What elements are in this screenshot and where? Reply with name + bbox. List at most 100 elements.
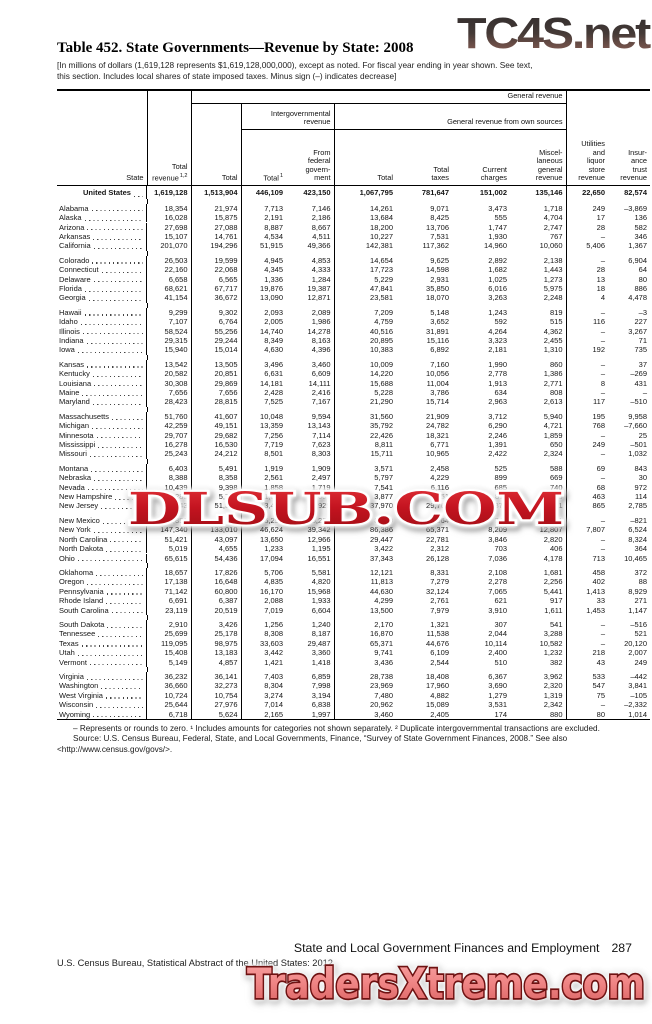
value-cell: 37,970 <box>370 501 393 511</box>
value-cell: 21,290 <box>370 397 393 407</box>
value-cell: 2,165 <box>264 709 283 719</box>
value-cell: 4 <box>600 293 606 303</box>
state-label: Washington <box>57 681 147 691</box>
value-cell: 10,965 <box>426 449 449 459</box>
value-cell: 29,244 <box>191 335 242 346</box>
value-cell: 4,229 <box>430 473 449 483</box>
value-cell: – <box>600 515 606 525</box>
value-cell: 36,672 <box>191 293 242 303</box>
dot-leader <box>88 300 143 302</box>
value-cell: 25,699 <box>147 629 192 639</box>
value-cell: 8,331 <box>430 567 449 577</box>
dot-leader <box>94 385 143 387</box>
value-cell: – <box>600 388 606 397</box>
state-label: Wyoming <box>57 709 147 719</box>
value-cell: 843 <box>634 463 648 473</box>
value-cell: 3,360 <box>286 648 335 658</box>
value-cell: 2,312 <box>430 544 449 554</box>
value-cell: 7,209 <box>374 307 393 317</box>
value-cell: 29,768 <box>426 501 449 511</box>
dot-leader <box>84 290 143 292</box>
value-cell: 8,304 <box>264 681 283 691</box>
value-cell: 16,170 <box>260 586 283 596</box>
value-cell: 12,807 <box>510 525 567 535</box>
col-header-utilities-liquor: Utilities and liquor store revenue <box>566 90 609 186</box>
value-cell: 886 <box>634 283 648 293</box>
state-label: New Hampshire <box>57 492 147 502</box>
col-header-state: State <box>57 90 148 186</box>
value-cell: – <box>600 638 606 648</box>
value-cell: 3,473 <box>488 203 507 213</box>
value-cell: 1,718 <box>510 203 567 214</box>
dot-leader <box>111 612 143 614</box>
value-cell: 51,421 <box>147 534 192 545</box>
value-cell: 7,014 <box>264 700 283 710</box>
value-cell: 8,887 <box>264 222 283 232</box>
table-row: United States 1,619,128 1,513,904 446,109 42… <box>57 185 650 199</box>
table-row: Maine 7,656 7,656 2,428 2,416 5,228 3,786 634 80… <box>57 388 650 398</box>
dot-leader <box>101 271 143 273</box>
dot-leader <box>101 688 143 690</box>
state-label: South Carolina <box>57 605 147 615</box>
value-cell: 27,976 <box>191 700 242 710</box>
value-cell: 5,261 <box>286 515 335 526</box>
value-cell: 6,838 <box>286 700 335 710</box>
table-row: Mississippi 16,278 16,530 7,719 7,623 8,811 6,… <box>57 440 650 450</box>
value-cell: 1,830 <box>264 492 283 502</box>
page-number: 287 <box>611 941 632 955</box>
value-cell: 19,876 <box>260 283 283 293</box>
dot-leader <box>105 697 143 699</box>
value-cell: 402 <box>592 577 606 587</box>
value-cell: 51,760 <box>147 411 192 422</box>
table-row: New Hampshire 6,285 5,707 1,830 1,603 3,877 2,… <box>57 492 650 502</box>
value-cell: 3,267 <box>628 326 648 336</box>
value-cell: 1,014 <box>628 709 648 719</box>
value-cell: 4,362 <box>510 326 567 336</box>
value-cell: 2,278 <box>488 577 507 587</box>
value-cell: 2,931 <box>430 274 449 284</box>
dot-leader <box>77 352 143 354</box>
value-cell: 32,124 <box>426 586 449 596</box>
value-cell: 9,071 <box>430 203 449 213</box>
value-cell: 4,853 <box>286 255 335 266</box>
dot-leader <box>96 437 143 439</box>
dot-leader <box>87 366 143 368</box>
value-cell: 8,501 <box>264 449 283 459</box>
value-cell: 3,422 <box>374 544 393 554</box>
value-cell: 11,538 <box>426 629 449 639</box>
value-cell: 22,426 <box>370 430 393 440</box>
dot-leader <box>89 456 143 458</box>
value-cell: 1,310 <box>510 345 567 355</box>
table-row: North Dakota 5,019 4,655 1,233 1,195 3,422 2,3… <box>57 544 650 554</box>
value-cell: 1,453 <box>586 605 606 615</box>
value-cell: 7,167 <box>286 397 335 407</box>
value-cell: 17,960 <box>426 681 449 691</box>
value-cell: 174 <box>494 709 507 719</box>
value-cell: 2,455 <box>510 335 567 346</box>
value-cell: 10,465 <box>624 553 648 563</box>
value-cell: –516 <box>630 619 648 629</box>
value-cell: 28,423 <box>147 397 192 407</box>
value-cell: 86,386 <box>370 525 393 535</box>
value-cell: 7,403 <box>264 671 283 681</box>
running-footer-title: State and Local Government Finances and … <box>293 941 600 955</box>
value-cell: 1,067,795 <box>359 187 393 197</box>
dot-leader <box>87 584 143 586</box>
value-cell: 7,541 <box>374 482 393 492</box>
value-cell: 25,644 <box>147 700 192 710</box>
dot-leader <box>110 541 143 543</box>
value-cell: 7,480 <box>374 690 393 700</box>
col-header-total-revenue: Total revenue1,2 <box>147 90 192 186</box>
value-cell: 3,460 <box>374 709 393 719</box>
state-label: Pennsylvania <box>57 586 147 597</box>
value-cell: 1,243 <box>488 307 507 317</box>
value-cell: 37 <box>638 359 648 369</box>
value-cell: 2,138 <box>510 255 567 266</box>
value-cell: 17,723 <box>370 265 393 275</box>
value-cell: 18,200 <box>370 222 393 232</box>
value-cell: 13,706 <box>426 222 449 232</box>
table-row: South Carolina 23,119 20,519 7,019 6,604 13,5… <box>57 605 650 615</box>
value-cell: 114 <box>635 492 648 502</box>
dot-leader <box>93 531 143 534</box>
table-row: Alabama 18,354 21,974 7,713 7,146 14,261 9,071… <box>57 203 650 214</box>
